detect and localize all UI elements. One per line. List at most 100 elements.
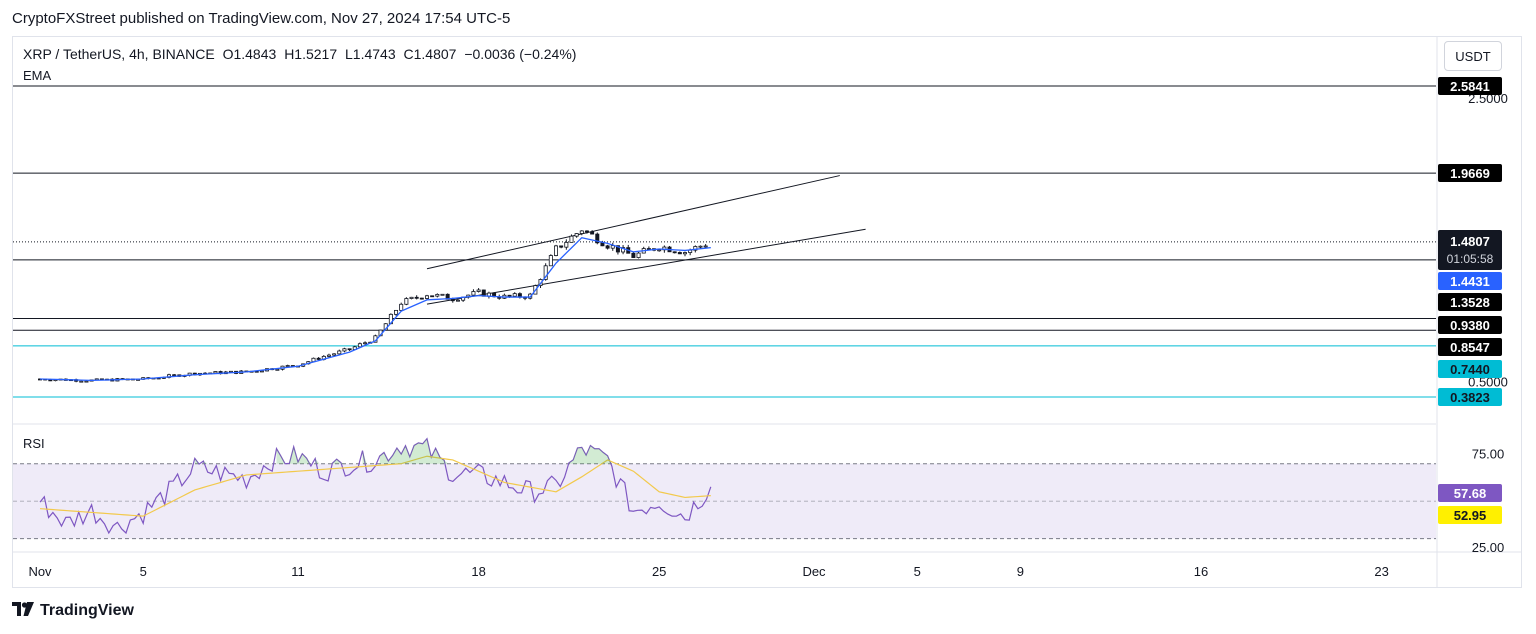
rsi-ma-line <box>39 455 711 517</box>
candle-body <box>275 368 280 371</box>
x-tick-label: 23 <box>1374 564 1388 579</box>
candle-body <box>698 245 703 248</box>
candle-body <box>455 299 460 302</box>
candle-body <box>605 245 610 249</box>
candle-body <box>48 379 53 382</box>
level-label-0-7440-bg <box>1438 360 1502 378</box>
candle-body <box>332 353 337 356</box>
candle-body <box>677 252 682 255</box>
candle-body <box>621 247 626 253</box>
publisher-line: CryptoFXStreet published on TradingView.… <box>12 10 511 27</box>
candle-body <box>471 291 476 296</box>
x-tick-label: 9 <box>1017 564 1024 579</box>
x-tick-label: 16 <box>1194 564 1208 579</box>
level-label-0-8547-bg <box>1438 338 1502 356</box>
candle-body <box>683 252 688 255</box>
chart-frame[interactable] <box>12 36 1522 588</box>
x-tick-label: Nov <box>28 564 52 579</box>
candle-body <box>564 241 569 248</box>
candle-body <box>337 350 342 355</box>
candle-body <box>326 354 331 357</box>
candle-body <box>657 249 662 252</box>
candle-body <box>285 365 290 367</box>
ema-value-label: 1.4431 <box>1450 274 1490 289</box>
candle-body <box>703 245 708 248</box>
candle-body <box>595 233 600 244</box>
symbol-pair[interactable]: XRP / TetherUS, 4h, BINANCE <box>23 46 215 62</box>
candle-body <box>579 230 584 234</box>
candle-body <box>399 303 404 311</box>
candle-body <box>559 245 564 248</box>
candle-body <box>424 295 429 299</box>
x-tick-label: 11 <box>291 564 305 579</box>
rsi-y-tick: 25.00 <box>1472 540 1505 555</box>
candle-body <box>476 289 481 292</box>
candle-body <box>404 298 409 305</box>
rsi-indicator-label[interactable]: RSI <box>23 436 45 451</box>
current-price-label-bg <box>1438 230 1502 270</box>
level-label-1-9669-bg <box>1438 164 1502 182</box>
rsi-value-label: 57.68 <box>1454 486 1487 501</box>
candle-body <box>440 293 445 296</box>
x-tick-label: 5 <box>914 564 921 579</box>
level-label-0-9380-bg <box>1438 316 1502 334</box>
candle-body <box>574 233 579 237</box>
x-tick-label: 18 <box>471 564 485 579</box>
current-price-label: 1.4807 <box>1450 234 1490 249</box>
level-label-0-7440: 0.7440 <box>1450 362 1490 377</box>
channel-upper-line <box>426 175 840 270</box>
ohlc-low: L1.4743 <box>345 46 396 62</box>
candle-body <box>430 295 435 298</box>
symbol-header: XRP / TetherUS, 4h, BINANCE O1.4843 H1.5… <box>23 46 580 62</box>
rsi-ma-value-label: 52.95 <box>1454 508 1487 523</box>
x-tick-label: 5 <box>140 564 147 579</box>
ohlc-high: H1.5217 <box>284 46 338 62</box>
candle-body <box>84 380 89 383</box>
candle-body <box>342 348 347 352</box>
candle-body <box>409 296 414 299</box>
candle-body <box>600 242 605 247</box>
price-pane <box>13 85 1436 398</box>
candle-body <box>79 380 84 383</box>
candle-body <box>394 309 399 315</box>
candle-body <box>414 296 419 299</box>
candle-body <box>631 252 636 258</box>
candle-body <box>543 265 548 280</box>
candle-body <box>584 230 589 233</box>
candle-body <box>259 370 264 373</box>
currency-button[interactable]: USDT <box>1444 41 1502 71</box>
candle-body <box>693 246 698 251</box>
candle-body <box>636 252 641 258</box>
tradingview-logo-icon <box>12 602 34 620</box>
ema-value-label-bg <box>1438 272 1502 290</box>
candle-body <box>347 348 352 351</box>
brand-footer[interactable]: TradingView <box>12 602 134 620</box>
candle-body <box>172 374 177 377</box>
y-axis-labels: 2.50000.500075.0025.002.58411.96691.3528… <box>1436 36 1508 588</box>
x-tick-label: Dec <box>802 564 826 579</box>
ema-indicator-label[interactable]: EMA <box>23 68 52 83</box>
level-label-1-9669: 1.9669 <box>1450 166 1490 181</box>
rsi-value-label-bg <box>1438 484 1502 502</box>
level-label-2-5841-bg <box>1438 77 1502 95</box>
level-label-0-3823-bg <box>1438 388 1502 406</box>
candle-body <box>512 293 517 297</box>
ohlc-change: −0.0036 (−0.24%) <box>464 46 577 62</box>
rsi-pane <box>13 423 1436 540</box>
candle-body <box>672 251 677 254</box>
level-label-1-3528: 1.3528 <box>1450 295 1490 310</box>
ema-line <box>39 237 711 382</box>
candle-body <box>213 371 218 374</box>
level-label-2-5841: 2.5841 <box>1450 79 1490 94</box>
ohlc-open: O1.4843 <box>222 46 277 62</box>
candle-body <box>450 298 455 302</box>
candle-body <box>363 342 368 345</box>
x-tick-label: 25 <box>652 564 666 579</box>
channel-lower-line <box>426 228 866 305</box>
candle-body <box>507 294 512 297</box>
candle-countdown-label: 01:05:58 <box>1447 252 1494 266</box>
y-tick-hidden: 0.5000 <box>1468 374 1508 389</box>
level-label-0-8547: 0.8547 <box>1450 340 1490 355</box>
level-label-0-9380: 0.9380 <box>1450 318 1490 333</box>
